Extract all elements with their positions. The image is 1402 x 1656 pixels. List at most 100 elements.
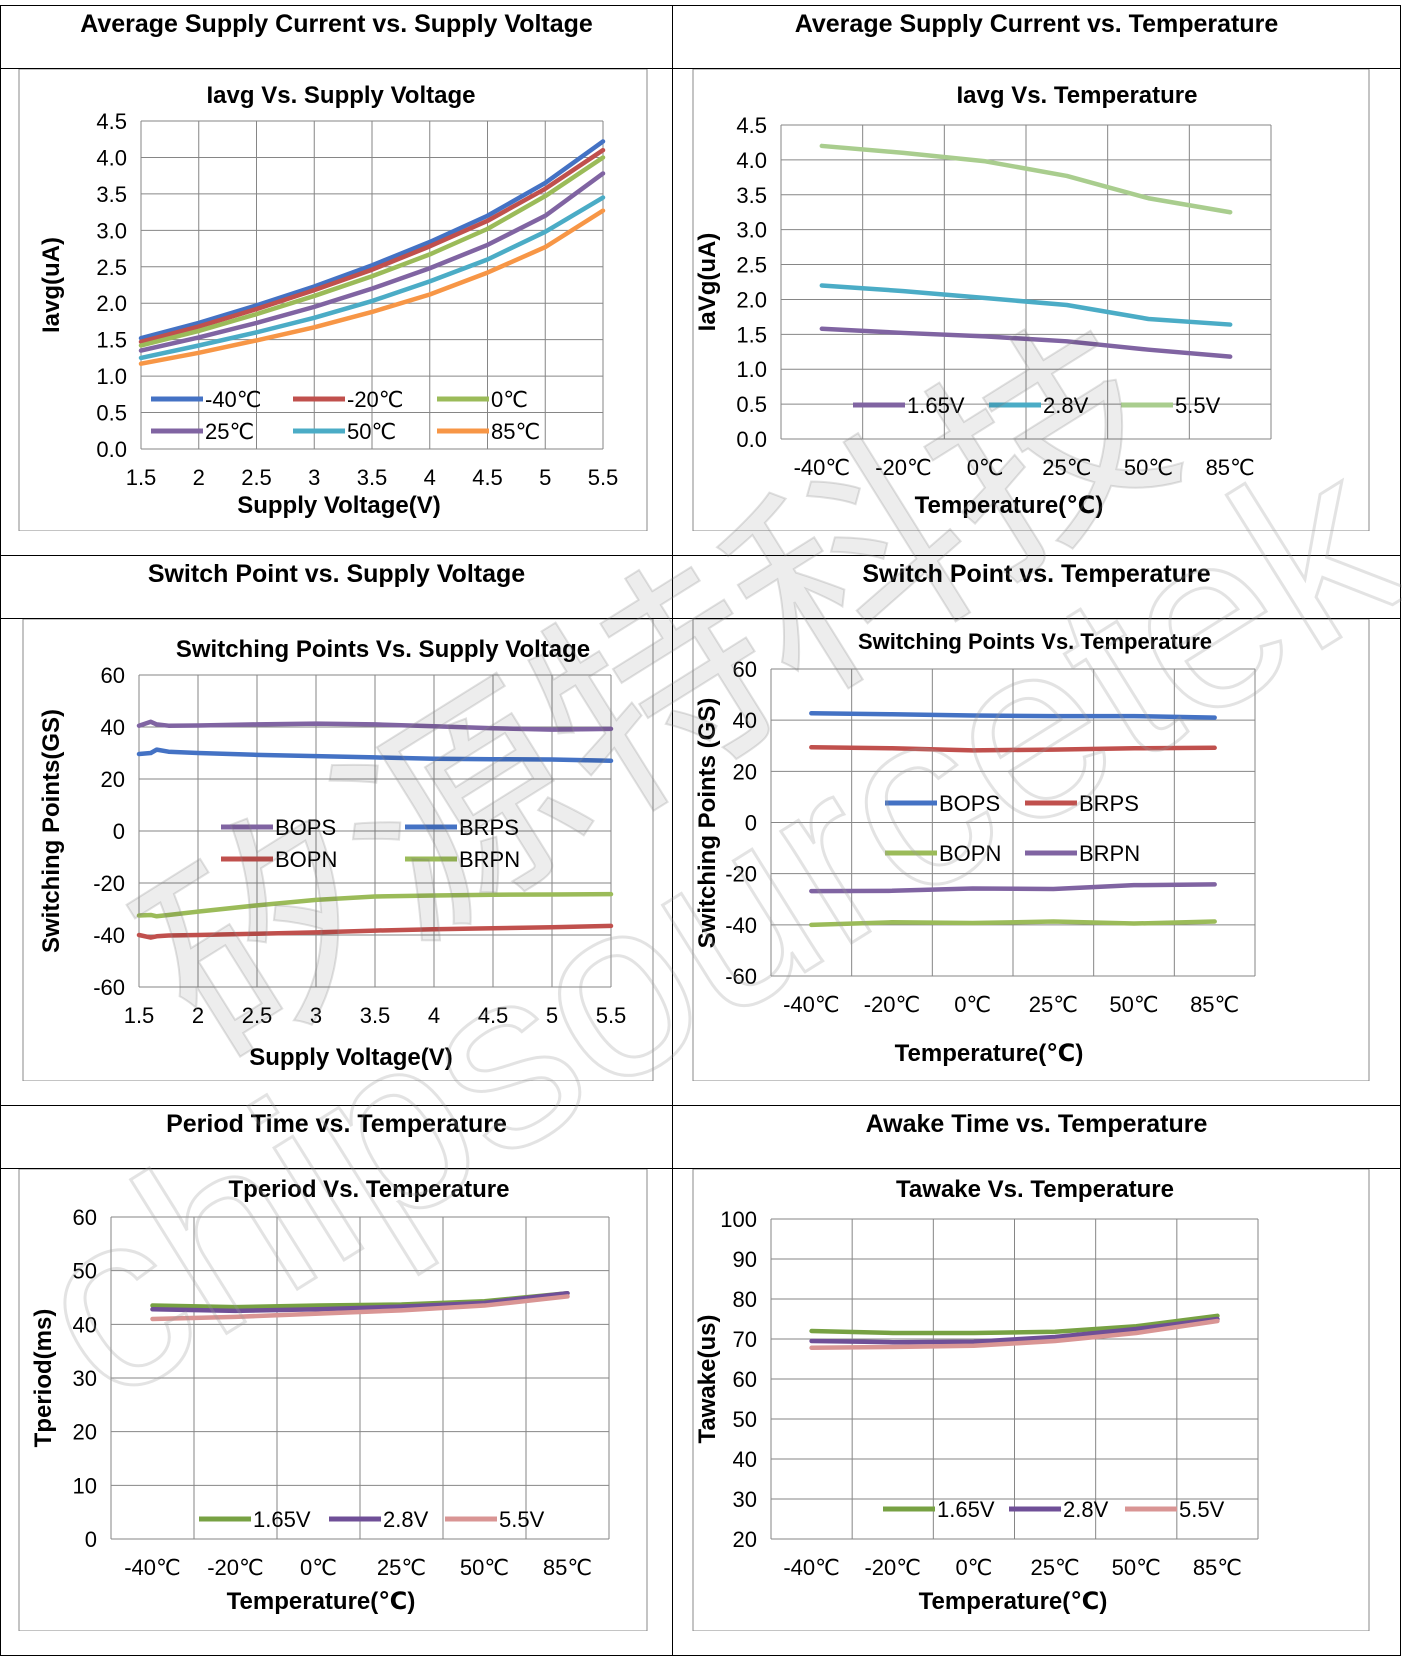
chart-cell: Switching Points Vs. Supply Voltage 1.5 2 2… xyxy=(0,618,673,1106)
x-tick-label: 1.5 xyxy=(126,465,157,490)
y-tick-label: 40 xyxy=(733,1447,757,1472)
y-tick-label: 2.5 xyxy=(736,253,767,278)
y-tick-label: 4.5 xyxy=(736,113,767,138)
y-tick-label: 60 xyxy=(733,1367,757,1392)
y-tick-label: -60 xyxy=(93,975,125,1000)
y-tick-label: -40 xyxy=(725,913,757,938)
y-tick-label: 60 xyxy=(73,1205,97,1230)
x-tick-label: 2.5 xyxy=(242,1003,273,1028)
x-tick-label: -40℃ xyxy=(783,1555,840,1580)
x-tick-label: 0℃ xyxy=(954,992,991,1017)
y-tick-label: -60 xyxy=(725,964,757,989)
chart-tawake-vs-temperature: Tawake Vs. Temperature -40℃ -20℃ 0℃ 25℃ 50℃ 85… xyxy=(692,1169,1370,1631)
y-tick-label: 0.5 xyxy=(736,392,767,417)
x-tick-label: 5.5 xyxy=(588,465,619,490)
series-line xyxy=(136,747,614,764)
y-tick-label: 0.0 xyxy=(736,427,767,452)
y-tick-label: 0 xyxy=(745,811,757,836)
legend-label: 1.65V xyxy=(937,1497,995,1522)
legend-label: BOPS xyxy=(275,815,336,840)
chart-cell: Switching Points Vs. Temperature -40℃ -20℃… xyxy=(672,618,1401,1106)
x-tick-label: 50℃ xyxy=(1124,455,1173,480)
y-tick-label: 0 xyxy=(113,819,125,844)
x-tick-label: -20℃ xyxy=(875,455,932,480)
series-line xyxy=(138,171,606,353)
series-line xyxy=(138,147,606,345)
x-tick-label: 3 xyxy=(310,1003,322,1028)
series-line xyxy=(809,882,1217,894)
y-axis-label: IaVg(uA) xyxy=(694,233,721,332)
section-heading-text: Switch Point vs. Temperature xyxy=(862,560,1211,588)
x-tick-label: 3.5 xyxy=(357,465,388,490)
y-tick-label: 1.0 xyxy=(96,364,127,389)
x-tick-label: 85℃ xyxy=(1190,992,1239,1017)
x-tick-label: 4 xyxy=(428,1003,440,1028)
series-line xyxy=(809,711,1217,720)
y-tick-label: -40 xyxy=(93,923,125,948)
section-heading: Switch Point vs. Supply Voltage xyxy=(0,555,673,619)
x-tick-label: -20℃ xyxy=(207,1555,264,1580)
x-tick-label: -20℃ xyxy=(864,992,921,1017)
y-tick-label: 1.5 xyxy=(736,322,767,347)
x-axis-label: Temperature(℃) xyxy=(915,492,1104,519)
legend-label: 1.65V xyxy=(907,393,965,418)
series-line xyxy=(809,919,1217,928)
y-tick-label: 10 xyxy=(73,1473,97,1498)
legend-label: 85℃ xyxy=(491,419,540,444)
legend-label: BRPS xyxy=(1079,791,1139,816)
y-tick-label: 3.5 xyxy=(736,183,767,208)
y-tick-label: 3.0 xyxy=(96,218,127,243)
y-tick-label: 2.0 xyxy=(96,291,127,316)
y-tick-label: 1.0 xyxy=(736,357,767,382)
series-line xyxy=(150,1294,570,1322)
legend-label: BRPS xyxy=(459,815,519,840)
series-line xyxy=(819,283,1233,327)
section-heading: Average Supply Current vs. Supply Voltag… xyxy=(0,5,673,69)
chart-frame xyxy=(692,1169,1370,1631)
chart-cell: Iavg Vs. Temperature -40℃ -20℃ 0℃ 25℃ 50℃ 85℃ 0… xyxy=(672,68,1401,556)
y-tick-label: 4.0 xyxy=(736,148,767,173)
chart-switching-vs-voltage: Switching Points Vs. Supply Voltage 1.5 2 2… xyxy=(22,619,654,1081)
y-tick-label: 60 xyxy=(733,657,757,682)
series-line xyxy=(819,143,1233,215)
x-axis-label: Supply Voltage(V) xyxy=(249,1044,453,1071)
legend-label: 2.8V xyxy=(383,1507,429,1532)
y-tick-label: -20 xyxy=(725,862,757,887)
x-tick-label: 3.5 xyxy=(360,1003,391,1028)
series-line xyxy=(809,1313,1220,1336)
chart-title: Tperiod Vs. Temperature xyxy=(229,1176,510,1203)
series-line xyxy=(138,208,606,366)
x-tick-label: 25℃ xyxy=(1042,455,1091,480)
chart-tperiod-vs-temperature: Tperiod Vs. Temperature -40℃ -20℃ 0℃ 25℃ 50℃ 8… xyxy=(18,1169,648,1631)
section-heading-text: Awake Time vs. Temperature xyxy=(865,1110,1208,1138)
y-tick-label: 1.5 xyxy=(96,328,127,353)
x-tick-label: 25℃ xyxy=(1030,1555,1079,1580)
x-tick-label: -40℃ xyxy=(124,1555,181,1580)
chart-frame xyxy=(18,1169,648,1631)
legend-label: 5.5V xyxy=(499,1507,545,1532)
legend-label: 50℃ xyxy=(347,419,396,444)
series-line xyxy=(809,745,1217,753)
chart-iavg-vs-voltage: Iavg Vs. Supply Voltage 1.5 2 2.5 3 3.5 4 4.5 5 5… xyxy=(18,69,648,531)
x-tick-label: 25℃ xyxy=(377,1555,426,1580)
series-line xyxy=(809,1316,1220,1345)
y-tick-label: 4.0 xyxy=(96,145,127,170)
x-tick-label: 25℃ xyxy=(1029,992,1078,1017)
x-tick-label: -20℃ xyxy=(864,1555,921,1580)
y-tick-label: 20 xyxy=(733,759,757,784)
legend-label: BOPN xyxy=(939,841,1001,866)
x-axis-label: Temperature(℃) xyxy=(895,1040,1084,1067)
y-tick-label: 90 xyxy=(733,1247,757,1272)
y-tick-label: 70 xyxy=(733,1327,757,1352)
x-tick-label: -40℃ xyxy=(783,992,840,1017)
legend-label: -40℃ xyxy=(205,387,262,412)
y-tick-label: 2.5 xyxy=(96,255,127,280)
section-heading: Period Time vs. Temperature xyxy=(0,1105,673,1169)
chart-switching-vs-temperature: Switching Points Vs. Temperature -40℃ -20℃… xyxy=(692,619,1370,1081)
x-tick-label: -40℃ xyxy=(794,455,851,480)
chart-title: Switching Points Vs. Supply Voltage xyxy=(176,636,590,663)
y-tick-label: 4.5 xyxy=(96,109,127,134)
section-heading: Awake Time vs. Temperature xyxy=(672,1105,1401,1169)
series-line xyxy=(138,155,606,348)
y-tick-label: 0.0 xyxy=(96,437,127,462)
